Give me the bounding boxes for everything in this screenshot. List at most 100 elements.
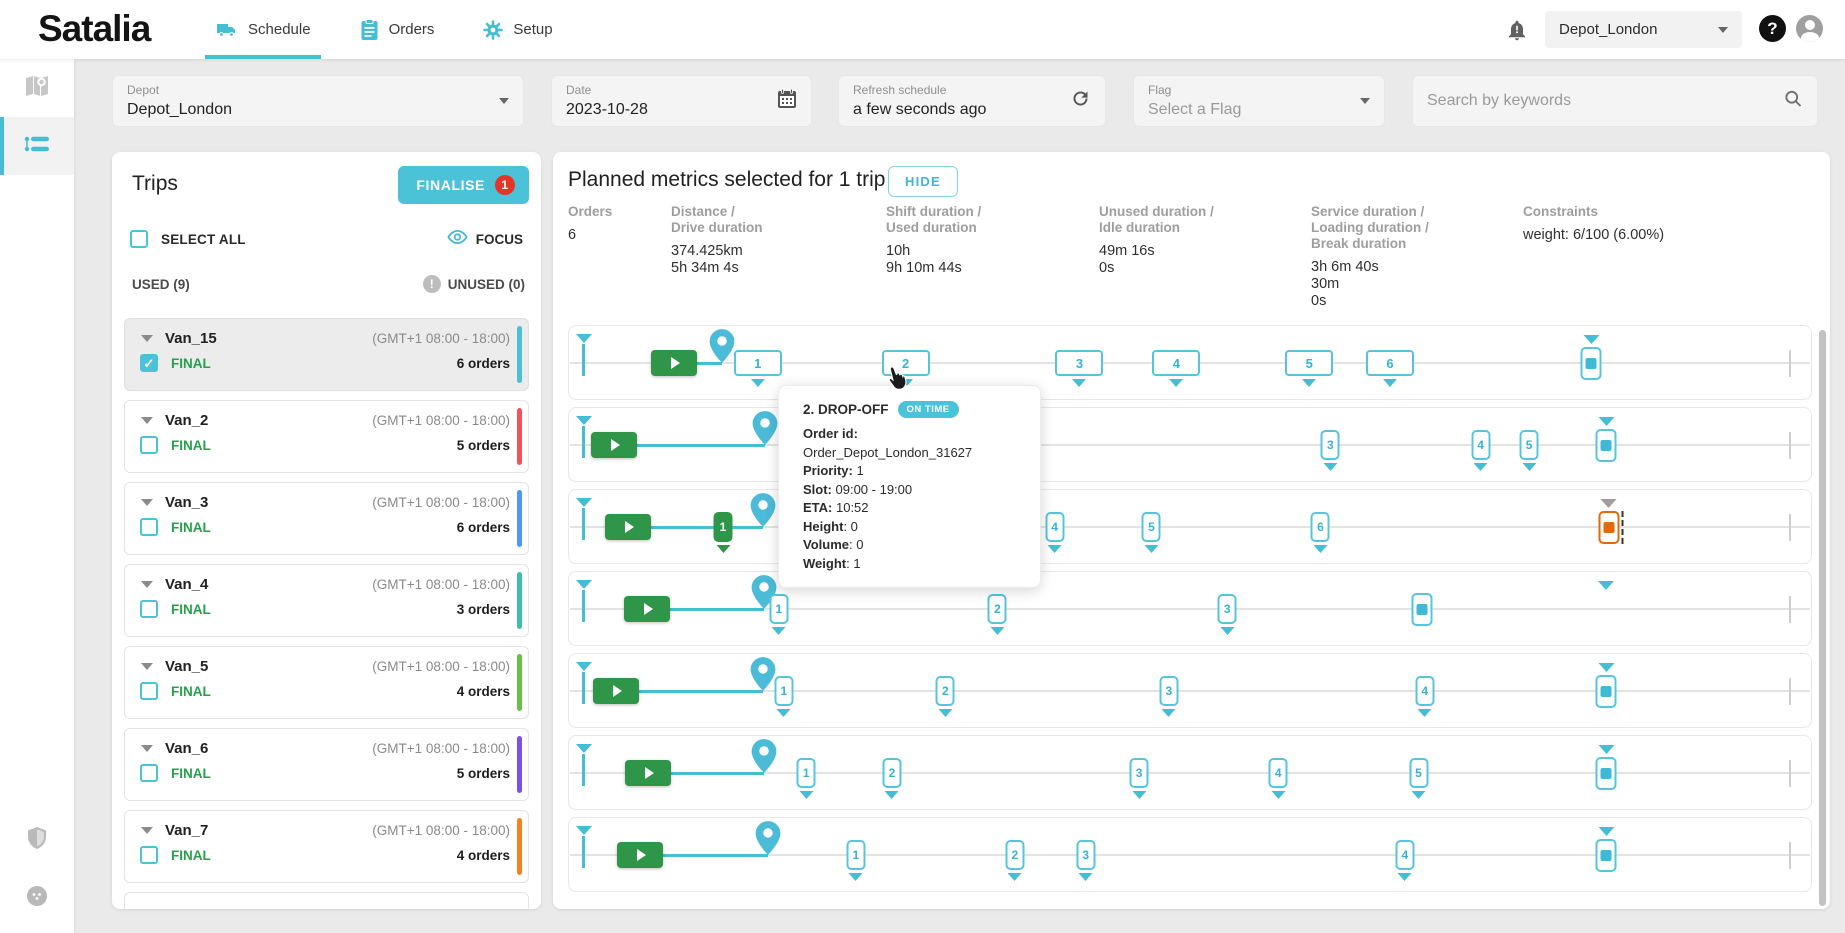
location-pin-icon[interactable] xyxy=(708,329,735,368)
expand-chevron-icon[interactable] xyxy=(141,745,153,752)
van-checkbox[interactable] xyxy=(140,600,158,618)
search-input[interactable]: Search by keywords xyxy=(1412,75,1818,127)
play-trip-button[interactable] xyxy=(623,596,670,622)
return-depot-marker[interactable] xyxy=(1411,581,1433,626)
van-checkbox[interactable] xyxy=(140,846,158,864)
van-checkbox[interactable] xyxy=(140,436,158,454)
van-card[interactable]: Van_5 (GMT+1 08:00 - 18:00) FINAL 4 orde… xyxy=(124,646,529,719)
stop-marker-4[interactable]: 4 xyxy=(1415,676,1435,717)
location-pin-icon[interactable] xyxy=(754,821,781,860)
play-trip-button[interactable] xyxy=(591,432,638,458)
stop-marker-4[interactable]: 4 xyxy=(1152,350,1201,387)
stop-marker-2[interactable]: 2 xyxy=(935,676,955,717)
stop-marker-1[interactable]: 1 xyxy=(796,758,816,799)
stop-marker-3[interactable]: 3 xyxy=(1129,758,1149,799)
refresh-schedule-field[interactable]: Refresh schedule a few seconds ago xyxy=(838,75,1106,127)
return-depot-marker[interactable] xyxy=(1595,663,1617,708)
focus-toggle[interactable]: FOCUS xyxy=(447,229,523,250)
expand-chevron-icon[interactable] xyxy=(141,417,153,424)
van-checkbox[interactable] xyxy=(140,682,158,700)
expand-chevron-icon[interactable] xyxy=(141,827,153,834)
refresh-icon[interactable] xyxy=(1070,88,1091,114)
stop-marker-1[interactable]: 1 xyxy=(769,594,789,635)
van-checkbox[interactable] xyxy=(140,518,158,536)
sidebar-item-schedule-list[interactable] xyxy=(0,117,74,175)
hide-metrics-button[interactable]: HIDE xyxy=(888,166,958,197)
flag-filter[interactable]: Flag Select a Flag xyxy=(1133,75,1385,127)
depot-filter[interactable]: Depot Depot_London xyxy=(112,75,524,127)
play-trip-button[interactable] xyxy=(617,842,664,868)
play-trip-button[interactable] xyxy=(605,514,652,540)
date-filter[interactable]: Date 2023-10-28 xyxy=(551,75,812,127)
sidebar-item-map[interactable] xyxy=(0,59,74,117)
van-card[interactable]: Van_4 (GMT+1 08:00 - 18:00) FINAL 3 orde… xyxy=(124,564,529,637)
van-card[interactable] xyxy=(124,892,529,909)
shift-start-marker xyxy=(575,826,592,868)
metric-value: 10h xyxy=(886,243,911,259)
notifications-bell-icon[interactable] xyxy=(1505,18,1529,42)
stop-marker-5[interactable]: 5 xyxy=(1285,350,1334,387)
return-depot-marker[interactable] xyxy=(1595,745,1617,790)
location-pin-icon[interactable] xyxy=(749,657,776,696)
stop-marker-3[interactable]: 3 xyxy=(1055,350,1104,387)
expand-chevron-icon[interactable] xyxy=(141,499,153,506)
finalise-button[interactable]: FINALISE 1 xyxy=(398,166,529,204)
return-depot-marker[interactable] xyxy=(1595,827,1617,872)
tab-schedule[interactable]: Schedule xyxy=(205,0,321,59)
tab-setup[interactable]: Setup xyxy=(472,0,562,59)
stop-marker-3[interactable]: 3 xyxy=(1320,430,1340,471)
location-pin-icon[interactable] xyxy=(750,739,777,778)
expand-chevron-icon[interactable] xyxy=(141,663,153,670)
return-depot-marker[interactable] xyxy=(1580,335,1602,380)
stop-marker-6[interactable]: 6 xyxy=(1365,350,1414,387)
stop-marker-2[interactable]: 2 xyxy=(882,758,902,799)
depot-selector-dropdown[interactable]: Depot_London xyxy=(1545,11,1742,48)
stop-marker-1[interactable]: 1 xyxy=(846,840,866,881)
van-card[interactable]: Van_3 (GMT+1 08:00 - 18:00) FINAL 6 orde… xyxy=(124,482,529,555)
stop-marker-4[interactable]: 4 xyxy=(1471,430,1491,471)
stop-marker-1[interactable]: 1 xyxy=(713,512,733,553)
select-all-checkbox[interactable] xyxy=(130,230,148,248)
play-trip-button[interactable] xyxy=(592,678,639,704)
stop-marker-4[interactable]: 4 xyxy=(1045,512,1065,553)
van-card[interactable]: Van_15 (GMT+1 08:00 - 18:00) FINAL 6 ord… xyxy=(124,318,529,391)
return-depot-marker[interactable] xyxy=(1598,499,1624,544)
stop-marker-4[interactable]: 4 xyxy=(1395,840,1415,881)
stop-marker-1[interactable]: 1 xyxy=(733,350,782,387)
play-trip-button[interactable] xyxy=(650,350,697,376)
search-icon[interactable] xyxy=(1783,89,1803,114)
return-depot-marker[interactable] xyxy=(1595,417,1617,462)
sidebar-item-cookie[interactable] xyxy=(0,869,74,927)
metric-column: Orders 6 xyxy=(568,204,612,244)
user-avatar[interactable] xyxy=(1796,15,1823,42)
van-checkbox[interactable] xyxy=(140,764,158,782)
expand-chevron-icon[interactable] xyxy=(141,335,153,342)
stop-marker-3[interactable]: 3 xyxy=(1076,840,1096,881)
van-card[interactable]: Van_6 (GMT+1 08:00 - 18:00) FINAL 5 orde… xyxy=(124,728,529,801)
help-button[interactable]: ? xyxy=(1759,15,1786,42)
stop-marker-6[interactable]: 6 xyxy=(1310,512,1330,553)
van-checkbox[interactable] xyxy=(140,354,158,372)
location-pin-icon[interactable] xyxy=(752,411,779,450)
stop-marker-4[interactable]: 4 xyxy=(1268,758,1288,799)
sidebar-item-shield[interactable] xyxy=(0,811,74,869)
stop-marker-1[interactable]: 1 xyxy=(774,676,794,717)
stop-marker-5[interactable]: 5 xyxy=(1409,758,1429,799)
van-card[interactable]: Van_7 (GMT+1 08:00 - 18:00) FINAL 4 orde… xyxy=(124,810,529,883)
stop-marker-5[interactable]: 5 xyxy=(1519,430,1539,471)
van-card[interactable]: Van_2 (GMT+1 08:00 - 18:00) FINAL 5 orde… xyxy=(124,400,529,473)
location-pin-icon[interactable] xyxy=(749,493,776,532)
stop-marker-3[interactable]: 3 xyxy=(1217,594,1237,635)
stop-marker-3[interactable]: 3 xyxy=(1159,676,1179,717)
play-icon xyxy=(643,603,653,615)
stop-marker-2[interactable]: 2 xyxy=(1005,840,1025,881)
tab-orders[interactable]: Orders xyxy=(349,0,445,59)
van-color-strip xyxy=(517,326,522,383)
expand-chevron-icon[interactable] xyxy=(141,581,153,588)
tooltip-field: Volume: 0 xyxy=(803,537,864,552)
stop-marker-2[interactable]: 2 xyxy=(987,594,1007,635)
stop-marker-5[interactable]: 5 xyxy=(1141,512,1161,553)
timeline-scrollbar[interactable] xyxy=(1819,330,1826,906)
calendar-icon[interactable] xyxy=(777,88,797,114)
play-trip-button[interactable] xyxy=(624,760,671,786)
